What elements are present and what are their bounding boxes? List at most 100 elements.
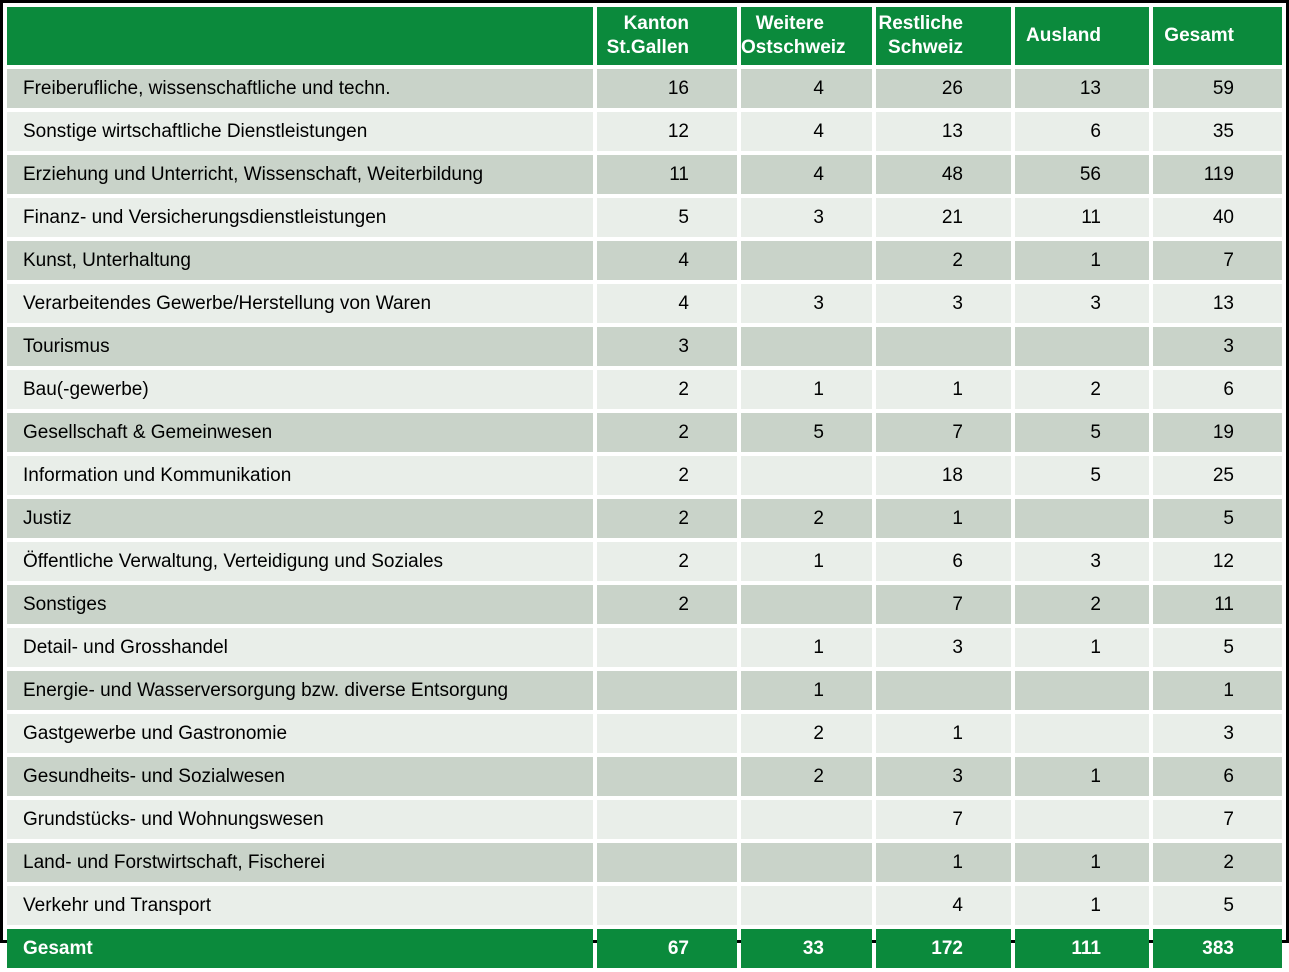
- cell-gesamt: 1: [1153, 671, 1282, 710]
- cell-weitere-ostschweiz: [741, 843, 872, 882]
- row-label: Sonstiges: [7, 585, 593, 624]
- cell-restliche-schweiz: 3: [876, 284, 1011, 323]
- cell-weitere-ostschweiz: 2: [741, 499, 872, 538]
- cell-weitere-ostschweiz: 2: [741, 714, 872, 753]
- row-label: Finanz- und Versicherungsdienstleistunge…: [7, 198, 593, 237]
- cell-restliche-schweiz: 1: [876, 843, 1011, 882]
- cell-kanton-stgallen: 12: [597, 112, 737, 151]
- cell-kanton-stgallen: 2: [597, 370, 737, 409]
- cell-gesamt: 40: [1153, 198, 1282, 237]
- cell-ausland: 5: [1015, 456, 1149, 495]
- cell-kanton-stgallen: 2: [597, 413, 737, 452]
- cell-restliche-schweiz: 7: [876, 800, 1011, 839]
- cell-kanton-stgallen: 11: [597, 155, 737, 194]
- cell-kanton-stgallen: [597, 757, 737, 796]
- cell-restliche-schweiz: 2: [876, 241, 1011, 280]
- cell-restliche-schweiz: 1: [876, 714, 1011, 753]
- table-row: Information und Kommunikation 2 18 5 25: [7, 456, 1282, 495]
- cell-weitere-ostschweiz: 1: [741, 370, 872, 409]
- table-row: Tourismus 3 3: [7, 327, 1282, 366]
- cell-gesamt: 5: [1153, 499, 1282, 538]
- cell-ausland: 3: [1015, 284, 1149, 323]
- cell-kanton-stgallen: [597, 886, 737, 925]
- cell-kanton-stgallen: 2: [597, 585, 737, 624]
- cell-kanton-stgallen: 16: [597, 69, 737, 108]
- cell-weitere-ostschweiz: 1: [741, 542, 872, 581]
- cell-ausland: 1: [1015, 628, 1149, 667]
- row-label: Kunst, Unterhaltung: [7, 241, 593, 280]
- row-label: Gesellschaft & Gemeinwesen: [7, 413, 593, 452]
- cell-gesamt: 12: [1153, 542, 1282, 581]
- cell-restliche-schweiz: 13: [876, 112, 1011, 151]
- cell-restliche-schweiz: [876, 327, 1011, 366]
- cell-kanton-stgallen: 4: [597, 241, 737, 280]
- cell-restliche-schweiz: 1: [876, 370, 1011, 409]
- cell-kanton-stgallen: [597, 714, 737, 753]
- cell-ausland: 1: [1015, 843, 1149, 882]
- row-label: Freiberufliche, wissenschaftliche und te…: [7, 69, 593, 108]
- cell-kanton-stgallen: 4: [597, 284, 737, 323]
- header-cell-weitere-ostschweiz: Weitere Ostschweiz: [741, 7, 872, 65]
- cell-gesamt: 13: [1153, 284, 1282, 323]
- cell-weitere-ostschweiz: 1: [741, 628, 872, 667]
- cell-ausland: 6: [1015, 112, 1149, 151]
- table-row: Kunst, Unterhaltung 4 2 1 7: [7, 241, 1282, 280]
- row-label: Bau(-gewerbe): [7, 370, 593, 409]
- cell-weitere-ostschweiz: 5: [741, 413, 872, 452]
- table-row: Detail- und Grosshandel 1 3 1 5: [7, 628, 1282, 667]
- table-row: Freiberufliche, wissenschaftliche und te…: [7, 69, 1282, 108]
- table-row: Sonstige wirtschaftliche Dienstleistunge…: [7, 112, 1282, 151]
- total-cell-gesamt: 383: [1153, 929, 1282, 968]
- cell-kanton-stgallen: [597, 800, 737, 839]
- cell-kanton-stgallen: 2: [597, 499, 737, 538]
- header-cell-restliche-schweiz: Restliche Schweiz: [876, 7, 1011, 65]
- cell-kanton-stgallen: [597, 628, 737, 667]
- header-cell-kanton-stgallen: Kanton St.Gallen: [597, 7, 737, 65]
- cell-weitere-ostschweiz: 3: [741, 284, 872, 323]
- cell-weitere-ostschweiz: [741, 241, 872, 280]
- cell-weitere-ostschweiz: 3: [741, 198, 872, 237]
- cell-ausland: 2: [1015, 370, 1149, 409]
- table-row: Gesellschaft & Gemeinwesen 2 5 7 5 19: [7, 413, 1282, 452]
- header-cell-empty: [7, 7, 593, 65]
- cell-kanton-stgallen: 3: [597, 327, 737, 366]
- branches-by-origin-table: Kanton St.Gallen Weitere Ostschweiz Rest…: [3, 3, 1286, 972]
- cell-weitere-ostschweiz: 4: [741, 112, 872, 151]
- row-label: Energie- und Wasserversorgung bzw. diver…: [7, 671, 593, 710]
- cell-weitere-ostschweiz: 1: [741, 671, 872, 710]
- cell-restliche-schweiz: 6: [876, 542, 1011, 581]
- cell-kanton-stgallen: 2: [597, 542, 737, 581]
- cell-gesamt: 6: [1153, 757, 1282, 796]
- table-row: Land- und Forstwirtschaft, Fischerei 1 1…: [7, 843, 1282, 882]
- row-label: Erziehung und Unterricht, Wissenschaft, …: [7, 155, 593, 194]
- cell-restliche-schweiz: 7: [876, 585, 1011, 624]
- row-label: Öffentliche Verwaltung, Verteidigung und…: [7, 542, 593, 581]
- table-body: Freiberufliche, wissenschaftliche und te…: [7, 69, 1282, 925]
- cell-ausland: 1: [1015, 757, 1149, 796]
- table-row: Verkehr und Transport 4 1 5: [7, 886, 1282, 925]
- header-row: Kanton St.Gallen Weitere Ostschweiz Rest…: [7, 7, 1282, 65]
- cell-kanton-stgallen: [597, 843, 737, 882]
- row-label: Information und Kommunikation: [7, 456, 593, 495]
- row-label: Verkehr und Transport: [7, 886, 593, 925]
- cell-ausland: [1015, 327, 1149, 366]
- cell-weitere-ostschweiz: [741, 456, 872, 495]
- row-label: Detail- und Grosshandel: [7, 628, 593, 667]
- cell-restliche-schweiz: 3: [876, 628, 1011, 667]
- cell-gesamt: 59: [1153, 69, 1282, 108]
- cell-ausland: 56: [1015, 155, 1149, 194]
- cell-restliche-schweiz: 18: [876, 456, 1011, 495]
- table-row: Gesundheits- und Sozialwesen 2 3 1 6: [7, 757, 1282, 796]
- header-cell-ausland: Ausland: [1015, 7, 1149, 65]
- cell-ausland: [1015, 671, 1149, 710]
- cell-kanton-stgallen: 2: [597, 456, 737, 495]
- cell-restliche-schweiz: 4: [876, 886, 1011, 925]
- table-row: Verarbeitendes Gewerbe/Herstellung von W…: [7, 284, 1282, 323]
- row-label: Verarbeitendes Gewerbe/Herstellung von W…: [7, 284, 593, 323]
- table-row: Finanz- und Versicherungsdienstleistunge…: [7, 198, 1282, 237]
- cell-restliche-schweiz: 26: [876, 69, 1011, 108]
- table-row: Bau(-gewerbe) 2 1 1 2 6: [7, 370, 1282, 409]
- table-row: Energie- und Wasserversorgung bzw. diver…: [7, 671, 1282, 710]
- total-cell-kanton: 67: [597, 929, 737, 968]
